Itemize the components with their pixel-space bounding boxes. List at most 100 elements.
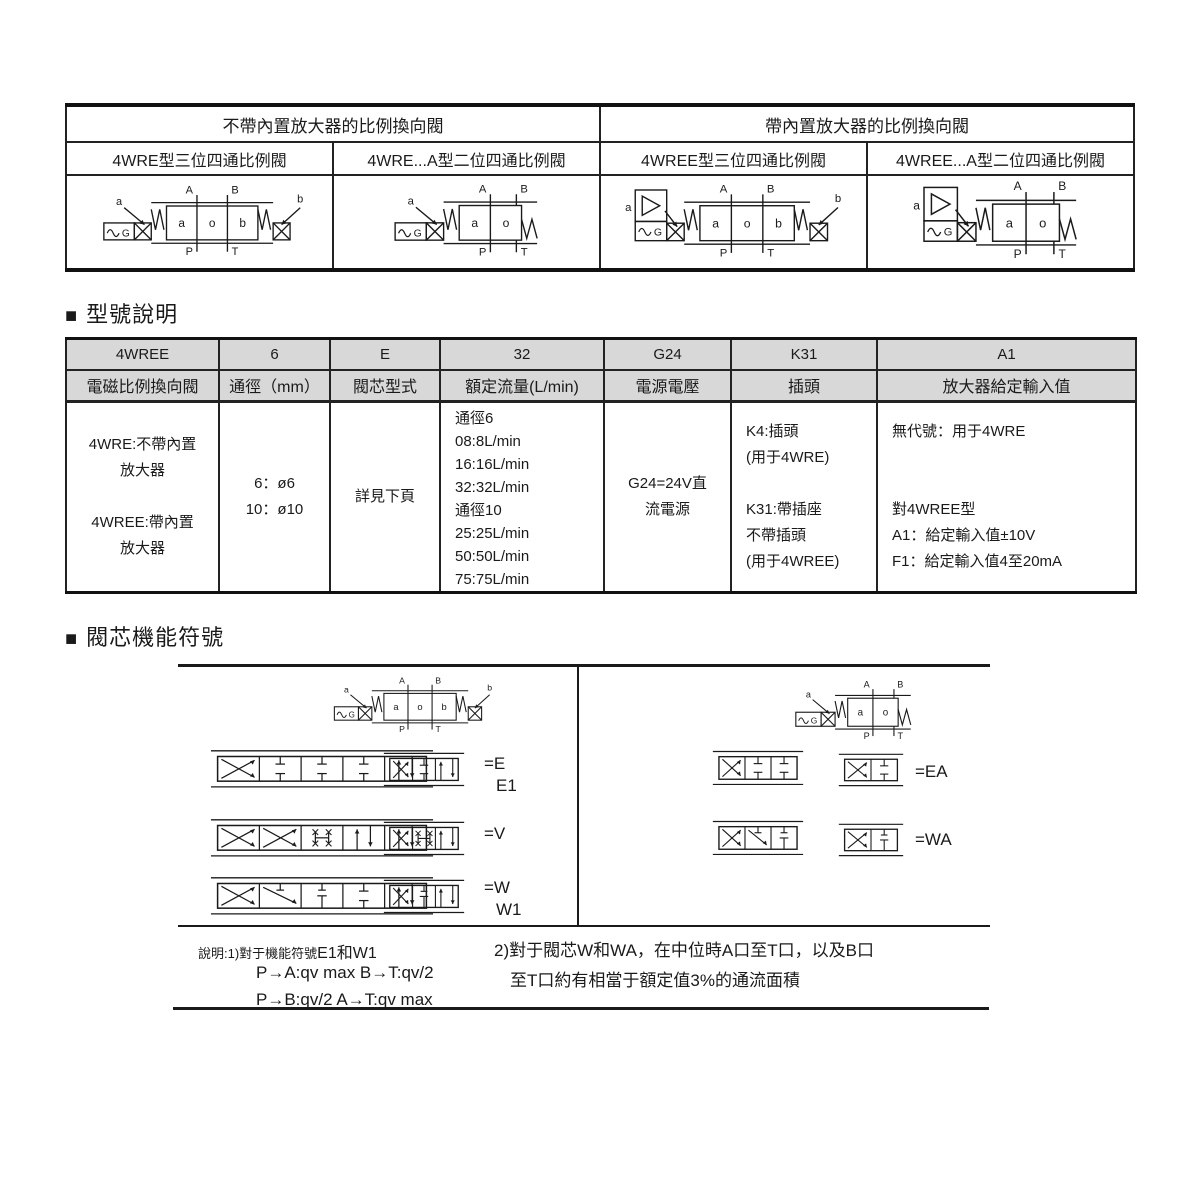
spool-symbol-v-narrow — [383, 819, 465, 858]
spool-frame-divider — [577, 664, 579, 927]
col-header-4wree-3pos: 4WREE型三位四通比例閥 — [599, 141, 868, 176]
svg-text:T: T — [232, 246, 239, 258]
group-header-without-amplifier: 不帶內置放大器的比例換向閥 — [65, 104, 601, 143]
note-1-flow-line-2: P→B:qv/2 A→T:qv max — [256, 990, 433, 1009]
svg-text:a: a — [913, 199, 920, 213]
name-connector: 插頭 — [730, 368, 878, 403]
spool-frame-bottom-line — [173, 1007, 989, 1010]
model-code-section-title: ■ 型號說明 — [65, 297, 178, 329]
svg-text:G: G — [653, 227, 661, 238]
col-header-4wre-a-2pos: 4WRE...A型二位四通比例閥 — [332, 141, 601, 176]
note-1-heading: 說明:1)對于機能符號E1和W1 — [198, 939, 377, 963]
svg-text:a: a — [806, 690, 812, 700]
svg-text:b: b — [834, 193, 840, 205]
svg-text:B: B — [766, 183, 774, 195]
svg-text:B: B — [231, 184, 238, 196]
col-header-4wre-3pos: 4WRE型三位四通比例閥 — [65, 141, 334, 176]
square-bullet-icon: ■ — [65, 305, 79, 327]
detail-connector: K4:插頭 (用于4WRE) K31:帶插座 不帶插頭 (用于4WREE) — [730, 400, 878, 594]
note-2: 2)對于閥芯W和WA，在中位時A口至T口，以及B口 至T口約有相當于額定值3%的… — [494, 936, 974, 996]
name-supply-voltage: 電源電壓 — [603, 368, 732, 403]
svg-text:T: T — [897, 731, 903, 741]
detail-amplifier-input: 無代號：用于4WRE 對4WREE型 A1：給定輸入值±10V F1：給定輸入值… — [876, 400, 1137, 594]
spool-symbol-ea-wide — [712, 748, 804, 788]
svg-text:P: P — [864, 731, 870, 741]
code-g24: G24 — [603, 337, 732, 371]
svg-text:B: B — [435, 676, 441, 685]
svg-text:P: P — [1013, 247, 1021, 261]
svg-text:T: T — [1058, 247, 1066, 261]
svg-text:T: T — [767, 247, 774, 259]
svg-text:G: G — [413, 229, 421, 240]
detail-spool-type: 詳見下頁 — [329, 400, 441, 594]
svg-text:a: a — [471, 216, 478, 230]
code-k31: K31 — [730, 337, 878, 371]
svg-text:G: G — [122, 228, 130, 239]
spool-symbol-ea-narrow — [838, 751, 904, 789]
svg-text:P: P — [719, 247, 727, 259]
svg-text:T: T — [435, 724, 441, 734]
svg-text:o: o — [743, 216, 750, 230]
svg-text:A: A — [478, 184, 486, 196]
spool-label-wa: =WA — [915, 830, 952, 849]
note-1-prefix: 說明:1)對于機能符號 — [198, 946, 318, 961]
svg-text:B: B — [1058, 180, 1066, 193]
detail-size: 6：ø6 10：ø10 — [218, 400, 331, 594]
svg-text:T: T — [520, 247, 527, 259]
code-6: 6 — [218, 337, 331, 371]
detail-rated-flow: 通徑6 08:8L/min 16:16L/min 32:32L/min 通徑10… — [439, 400, 605, 594]
svg-text:a: a — [116, 196, 123, 208]
svg-text:b: b — [239, 216, 246, 230]
svg-text:P: P — [186, 246, 193, 258]
name-rated-flow: 額定流量(L/min) — [439, 368, 605, 403]
note-1-codes: E1和W1 — [317, 945, 377, 962]
spool-symbol-wa-narrow — [838, 821, 904, 859]
code-e: E — [329, 337, 441, 371]
name-valve-type: 電磁比例換向閥 — [65, 368, 220, 403]
square-bullet-icon: ■ — [65, 628, 79, 650]
spool-label-w1: W1 — [496, 900, 522, 919]
spool-symbol-wa-wide — [712, 818, 804, 858]
name-amplifier-input: 放大器給定輸入值 — [876, 368, 1137, 403]
spool-label-e1: E1 — [496, 776, 517, 795]
svg-text:a: a — [625, 202, 632, 214]
model-code-table: 4WREE 6 E 32 G24 K31 A1 電磁比例換向閥 通徑（mm） 閥… — [65, 337, 1137, 594]
spool-label-e: =E — [484, 754, 506, 773]
spool-section-title: ■ 閥芯機能符號 — [65, 620, 224, 652]
spool-label-w: =W — [484, 878, 510, 897]
valve-overview-table: 不帶內置放大器的比例換向閥 帶內置放大器的比例換向閥 4WRE型三位四通比例閥 … — [65, 103, 1135, 272]
spool-title-text: 閥芯機能符號 — [86, 625, 225, 650]
name-size: 通徑（mm） — [218, 368, 331, 403]
svg-text:b: b — [442, 702, 447, 712]
svg-text:o: o — [883, 708, 889, 719]
code-4wree: 4WREE — [65, 337, 220, 371]
svg-text:o: o — [417, 702, 422, 712]
svg-text:o: o — [502, 216, 509, 230]
spool-label-ea: =EA — [915, 762, 948, 781]
svg-text:G: G — [349, 710, 355, 719]
name-spool-type: 閥芯型式 — [329, 368, 441, 403]
svg-text:G: G — [811, 715, 818, 725]
svg-text:P: P — [478, 247, 486, 259]
svg-text:o: o — [209, 216, 216, 230]
svg-text:a: a — [178, 216, 185, 230]
note-2-line-1: 2)對于閥芯W和WA，在中位時A口至T口，以及B口 — [494, 941, 874, 960]
svg-text:a: a — [712, 216, 719, 230]
spool-symbol-w-narrow — [383, 877, 465, 916]
group-header-with-amplifier: 帶內置放大器的比例換向閥 — [599, 104, 1135, 143]
svg-text:P: P — [399, 724, 405, 734]
detail-valve-type: 4WRE:不帶內置 放大器 4WREE:帶內置 放大器 — [65, 400, 220, 594]
svg-text:B: B — [520, 184, 528, 196]
svg-text:a: a — [407, 196, 414, 208]
spool-symbol-e-wide — [210, 747, 434, 791]
code-a1: A1 — [876, 337, 1137, 371]
spool-label-v: =V — [484, 824, 506, 843]
svg-text:A: A — [719, 183, 727, 195]
